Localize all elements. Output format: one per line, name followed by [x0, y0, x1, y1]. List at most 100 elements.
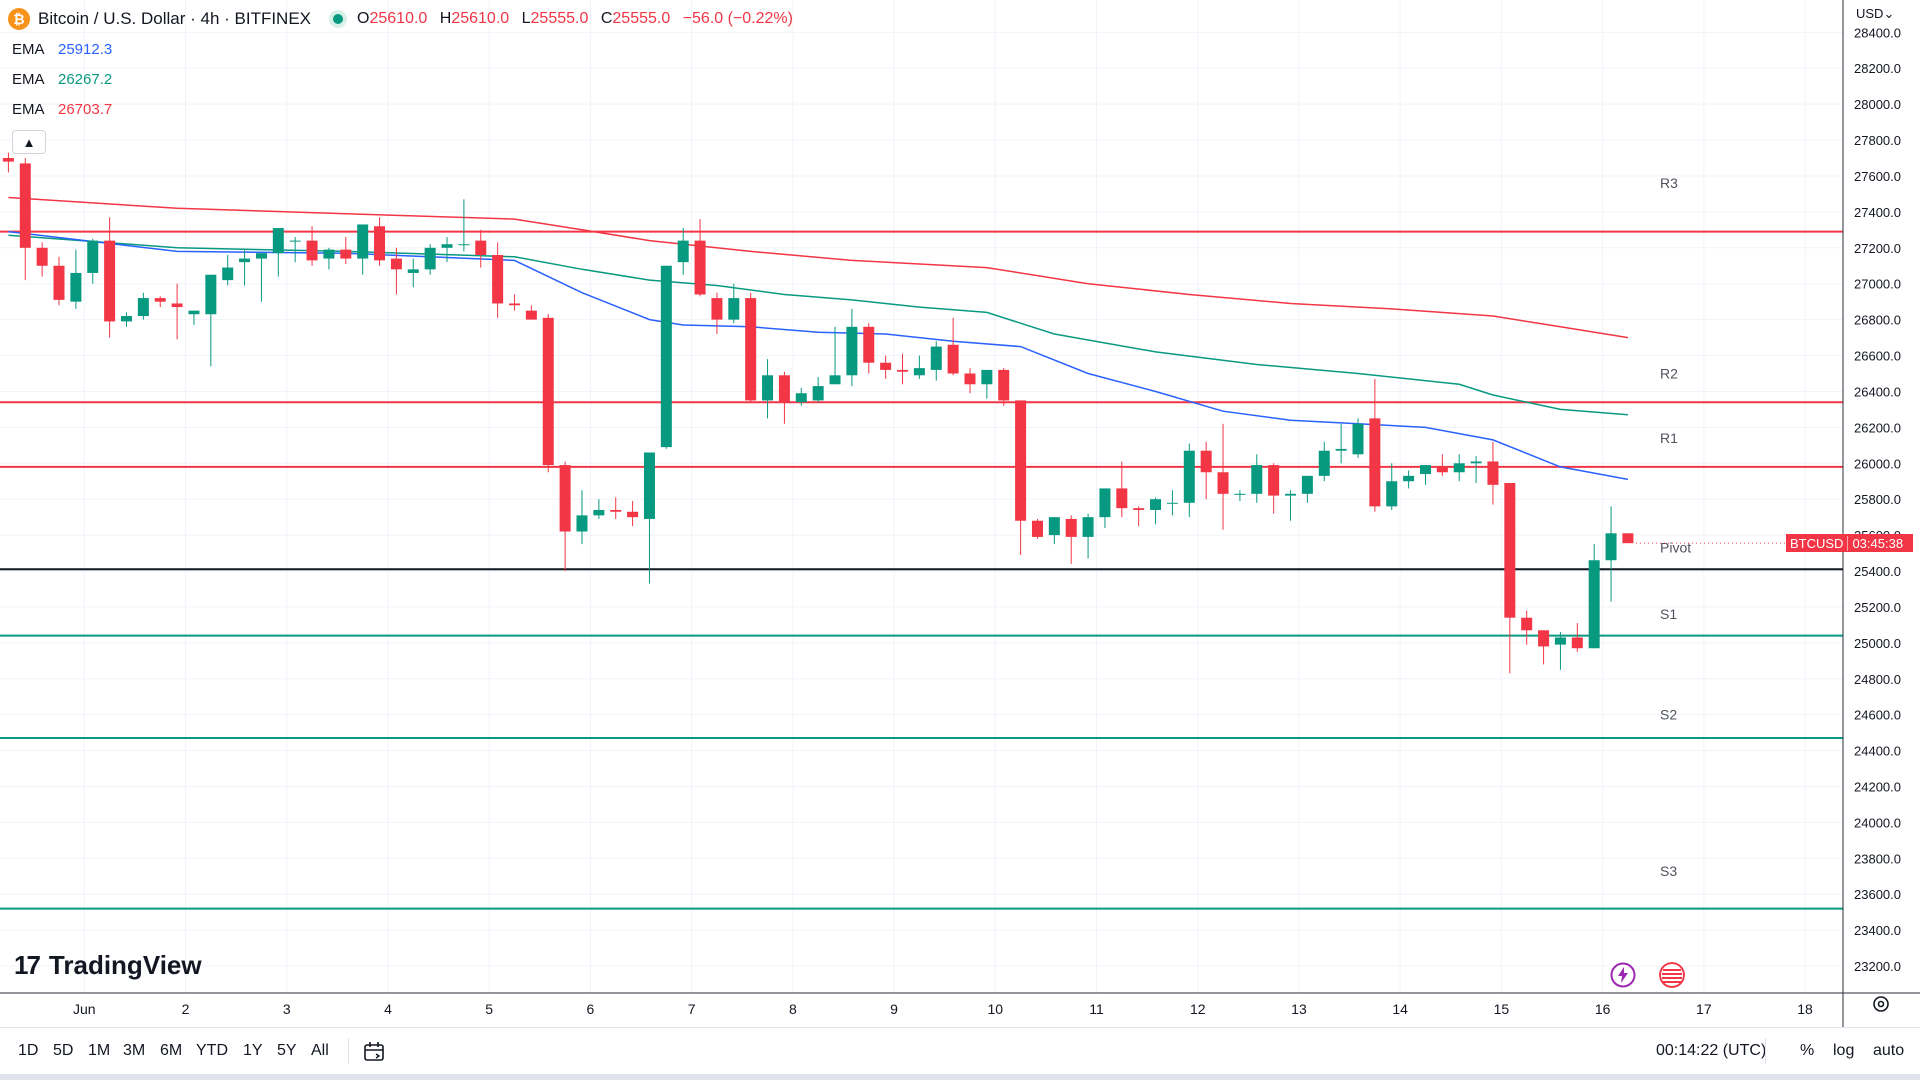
log-scale-toggle[interactable]: log — [1833, 1042, 1855, 1059]
us-flag-icon[interactable] — [1659, 962, 1685, 988]
candle-body — [1588, 560, 1600, 649]
candle-body — [627, 511, 639, 518]
candle-body — [812, 386, 824, 401]
price-tick-label: 28400.0 — [1854, 25, 1901, 40]
candle-body — [829, 375, 841, 385]
candle-body — [1217, 472, 1229, 494]
candle-body — [272, 228, 284, 254]
candle-body — [1048, 517, 1060, 536]
candle-body — [239, 258, 251, 263]
ema-legend-red[interactable]: EMA 26703.7 — [12, 101, 113, 118]
candle-body — [289, 240, 301, 242]
price-tick-label: 23800.0 — [1854, 851, 1901, 866]
candle-body — [745, 298, 757, 401]
time-tick-label: 3 — [283, 1001, 291, 1017]
candle-body — [711, 298, 723, 320]
symbol-title[interactable]: Bitcoin / U.S. Dollar · 4h · BITFINEX — [38, 9, 312, 28]
price-tick-label: 26400.0 — [1854, 384, 1901, 399]
timeframe-3m[interactable]: 3M — [123, 1042, 146, 1059]
pivot-label-r1: R1 — [1660, 430, 1678, 446]
time-tick-label: 17 — [1696, 1001, 1712, 1017]
timeframe-all[interactable]: All — [311, 1042, 329, 1059]
time-tick-label: Jun — [73, 1001, 96, 1017]
price-tick-label: 25400.0 — [1854, 564, 1901, 579]
time-tick-label: 4 — [384, 1001, 392, 1017]
symbol-header[interactable]: ₿ Bitcoin / U.S. Dollar · 4h · BITFINEX … — [8, 8, 801, 30]
candle-body — [643, 452, 655, 519]
timeframe-1y[interactable]: 1Y — [243, 1042, 263, 1059]
price-tick-label: 26200.0 — [1854, 420, 1901, 435]
candle-body — [1251, 465, 1263, 494]
timeframe-1m[interactable]: 1M — [88, 1042, 111, 1059]
price-tick-label: 27400.0 — [1854, 205, 1901, 220]
utc-clock[interactable]: 00:14:22 (UTC) — [1656, 1042, 1767, 1059]
price-tick-label: 27600.0 — [1854, 169, 1901, 184]
candle-body — [1285, 493, 1297, 496]
lightning-icon[interactable] — [1610, 962, 1636, 988]
price-tick-label: 24800.0 — [1854, 672, 1901, 687]
candle-body — [1301, 475, 1313, 494]
timeframe-6m[interactable]: 6M — [160, 1042, 183, 1059]
pivot-label-s3: S3 — [1660, 863, 1677, 879]
timeframe-1d[interactable]: 1D — [18, 1042, 39, 1059]
percent-scale-toggle[interactable]: % — [1800, 1042, 1815, 1059]
candle-body — [87, 240, 99, 273]
tradingview-mark-icon: 17 — [14, 950, 41, 980]
ema-line-red — [8, 196, 1629, 339]
time-tick-label: 14 — [1392, 1001, 1408, 1017]
candle-body — [897, 369, 909, 372]
candle-body — [880, 362, 892, 370]
candle-body — [374, 226, 386, 261]
candle-body — [1116, 488, 1128, 509]
candle-body — [610, 509, 622, 512]
candle-body — [998, 369, 1010, 401]
settings-gear-icon[interactable] — [1871, 994, 1891, 1014]
candle-body — [576, 515, 588, 532]
time-tick-label: 8 — [789, 1001, 797, 1017]
candle-body — [306, 240, 318, 261]
candle-body — [863, 326, 875, 363]
candle-body — [728, 298, 740, 320]
tradingview-logo[interactable]: 17 TradingView — [14, 950, 202, 980]
candle-body — [1369, 418, 1381, 507]
calendar-range-icon[interactable] — [362, 1040, 386, 1064]
timeframe-5d[interactable]: 5D — [53, 1042, 74, 1059]
candle-body — [424, 247, 436, 270]
candle-body — [1571, 637, 1583, 649]
candle-body — [1504, 483, 1516, 618]
candle-body — [1335, 448, 1347, 451]
candle-body — [1605, 533, 1617, 561]
horizontal-scrollbar[interactable] — [0, 1074, 1920, 1080]
candle-body — [441, 244, 453, 248]
candle-body — [677, 240, 689, 263]
timeframe-5y[interactable]: 5Y — [277, 1042, 297, 1059]
chevron-up-icon[interactable]: ▲ — [12, 130, 46, 154]
time-tick-label: 16 — [1595, 1001, 1611, 1017]
candle-body — [357, 224, 369, 259]
candle-body — [964, 373, 976, 385]
candle-body — [542, 317, 554, 466]
candle-body — [323, 249, 335, 259]
candle-body — [1470, 461, 1482, 464]
candle-body — [407, 269, 419, 273]
time-tick-label: 15 — [1494, 1001, 1510, 1017]
timeframe-ytd[interactable]: YTD — [196, 1042, 228, 1059]
price-tick-label: 28000.0 — [1854, 97, 1901, 112]
candle-body — [1453, 463, 1465, 473]
candle-body — [104, 240, 116, 322]
currency-selector[interactable]: USD⌄ — [1856, 6, 1895, 21]
price-tick-label: 24200.0 — [1854, 779, 1901, 794]
pivot-label-s2: S2 — [1660, 707, 1677, 723]
ema-legend-blue[interactable]: EMA 25912.3 — [12, 41, 113, 58]
candle-body — [1133, 508, 1145, 510]
price-tick-label: 25800.0 — [1854, 492, 1901, 507]
bitcoin-icon: ₿ — [8, 8, 30, 30]
candle-body — [593, 509, 605, 516]
auto-scale-toggle[interactable]: auto — [1873, 1042, 1905, 1059]
price-tick-label: 23200.0 — [1854, 959, 1901, 974]
ema-legend-green[interactable]: EMA 26267.2 — [12, 71, 113, 88]
candle-body — [947, 344, 959, 374]
market-status-icon — [333, 14, 344, 24]
candle-body — [36, 247, 48, 266]
